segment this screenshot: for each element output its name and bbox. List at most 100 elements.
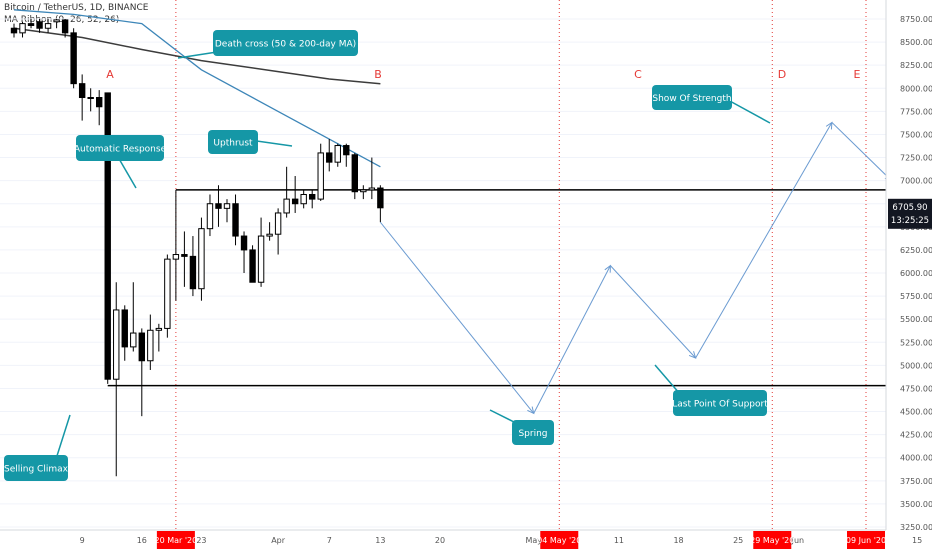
candle-body [257,235,265,283]
phase-label: C [634,68,642,81]
price-tick-label: 4000.00 [900,454,932,463]
candle-body [266,233,273,237]
candle-body [27,23,35,26]
candle [377,185,384,223]
time-tick-label: 18 [673,536,683,545]
candle-body [283,198,290,214]
date-flag [540,531,579,549]
candle [96,90,103,126]
candle [343,143,350,167]
candle-body [181,254,188,257]
price-tick-label: 6250.00 [900,246,932,255]
callout: Show Of Strength [652,85,771,124]
indicator-title: MA Ribbon (9, 26, 52, 26) [4,15,120,25]
candle [121,305,128,361]
callout: Spring [489,409,554,445]
candle [317,143,324,201]
callout: Death cross (50 & 200-day MA) [177,30,358,59]
projection-path [379,25,932,415]
candle [283,166,290,218]
price-tick-label: 6000.00 [900,269,932,278]
price-box-countdown: 13:25:25 [891,216,929,226]
candle [368,157,376,200]
support-resistance-levels [107,189,926,387]
candle [53,19,60,29]
callout-box [213,30,358,56]
candle [164,254,171,338]
time-tick-label: 7 [327,536,332,545]
candle [147,314,154,370]
candle-body [377,187,384,209]
date-flag-label: 04 May '20 [537,536,581,545]
candle [138,328,146,417]
callout-pointer [117,156,137,189]
candle-body [334,145,341,163]
callout-pointer [654,364,681,395]
candle [232,194,239,246]
phase-label: B [374,68,382,81]
price-tick-label: 7750.00 [900,107,932,116]
price-tick-label: 4250.00 [900,431,932,440]
candle-body [104,92,111,380]
chart-header: Bitcoin / TetherUS, 1D, BINANCE MA Ribbo… [4,2,148,26]
candle-body [87,97,94,100]
callout-box [4,455,68,481]
callout-pointer [55,414,71,460]
time-tick-label: 15 [912,536,922,545]
price-box-price: 6705.90 [892,203,927,213]
time-tick-label: 13 [375,536,385,545]
candle-body [223,203,231,209]
price-tick-label: 8750.00 [900,15,932,24]
callout-label: Last Point Of Support [672,400,768,410]
price-tick-label: 5750.00 [900,292,932,301]
price-box [888,198,932,229]
date-flag [753,531,792,549]
callout-label: Spring [518,429,547,439]
callout-label: Selling Climax [4,465,69,475]
candle [326,139,333,172]
price-tick-label: 3500.00 [900,500,932,509]
candle [130,282,137,352]
candle-body [164,258,171,329]
candle [27,19,35,29]
price-tick-label: 4500.00 [900,408,932,417]
candle-body [351,154,359,193]
callout-pointer [727,99,771,124]
phase-label: D [778,68,786,81]
candle [172,189,180,301]
candle [10,23,18,38]
time-tick-label: May [525,536,542,545]
candle [113,282,120,477]
time-tick-label: 16 [137,536,147,545]
candle-body [53,19,60,23]
grid-lines [0,18,886,528]
price-tick-label: 3750.00 [900,477,932,486]
candle-body [113,309,120,380]
price-tick-label: 8000.00 [900,84,932,93]
phase-label: A [106,68,114,81]
candle [19,21,26,38]
phase-labels: A B C D E [106,68,860,81]
candle [44,19,52,33]
price-axis-background [886,0,932,550]
price-tick-label: 8250.00 [900,61,932,70]
candle-body [215,203,222,209]
candle-body [121,309,128,348]
callout: Automatic Response [74,135,167,189]
candle [215,185,222,227]
candles [10,19,384,477]
candle-body [189,255,197,290]
candle [257,217,265,287]
candle [360,185,367,200]
candle-body [240,235,248,251]
projection-segment [695,122,833,359]
callout-box [652,85,732,110]
candle [223,199,231,223]
candle-body [10,27,18,34]
candle-body [19,23,26,34]
candle-body [147,329,154,362]
callout-box [208,130,258,154]
candle-body [44,23,52,29]
projection-segment [379,221,535,414]
